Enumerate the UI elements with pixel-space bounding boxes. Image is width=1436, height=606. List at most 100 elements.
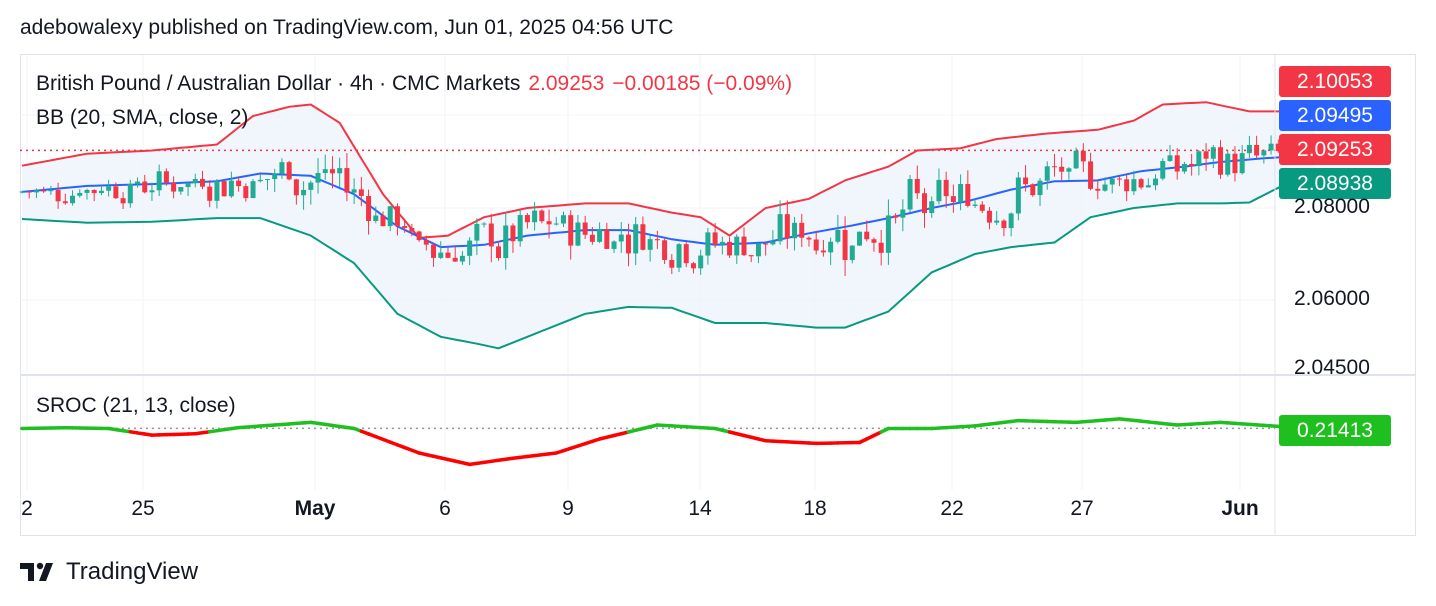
candle-body	[1131, 179, 1137, 192]
candle-body	[315, 172, 321, 183]
candle-body	[1218, 147, 1224, 175]
candle-body	[423, 240, 429, 245]
candle-body	[698, 255, 704, 269]
candle-body	[849, 245, 855, 261]
candle-body	[200, 179, 205, 187]
candle-body	[431, 244, 437, 258]
candle-body	[914, 178, 920, 194]
candle-body	[178, 187, 184, 192]
candle-body	[654, 239, 660, 241]
candle-body	[409, 227, 415, 232]
candle-body	[813, 239, 819, 251]
candle-body	[1102, 184, 1108, 191]
candle-body	[611, 241, 617, 249]
candle-body	[625, 234, 631, 254]
bb-middle-tag: 2.09495	[1279, 100, 1391, 131]
candle-body	[308, 182, 314, 190]
candle-body	[33, 190, 39, 193]
candle-body	[835, 229, 841, 242]
candle-body	[163, 171, 169, 183]
candle-body	[784, 214, 790, 239]
candle-body	[142, 181, 148, 193]
candle-body	[402, 226, 408, 228]
candle-body	[1160, 161, 1166, 179]
candle-body	[1275, 143, 1281, 152]
candle-body	[257, 179, 263, 182]
candle-body	[1261, 150, 1267, 156]
candle-body	[1008, 213, 1014, 229]
candle-body	[842, 229, 848, 261]
candle-body	[972, 204, 978, 206]
candle-body	[690, 263, 696, 269]
candle-body	[510, 225, 516, 242]
candle-body	[1181, 163, 1187, 172]
time-axis-label: 2	[21, 497, 33, 520]
candle-body	[1066, 168, 1072, 172]
candle-body	[553, 223, 559, 225]
candle-body	[488, 223, 494, 247]
candle-body	[1051, 166, 1057, 168]
candle-body	[1044, 166, 1050, 181]
candle-body	[929, 201, 935, 214]
candle-body	[467, 240, 473, 256]
candle-body	[135, 181, 141, 184]
candle-body	[358, 189, 364, 196]
candle-body	[561, 215, 566, 224]
legend-price: 2.09253	[528, 72, 605, 95]
candle-body	[19, 191, 25, 193]
bollinger-band-fill	[22, 102, 1315, 349]
candle-body	[640, 224, 646, 250]
candle-body	[705, 232, 711, 256]
candle-body	[582, 222, 588, 235]
candle-body	[329, 169, 335, 174]
candle-body	[98, 190, 104, 194]
bb-legend[interactable]: BB (20, SMA, close, 2)	[36, 106, 249, 129]
tradingview-footer[interactable]: TradingView	[20, 558, 198, 586]
bollinger-middle-line	[21, 155, 1315, 249]
candle-body	[943, 179, 949, 197]
time-axis-label: 14	[688, 497, 712, 520]
candle-body	[633, 224, 639, 254]
symbol-title[interactable]: British Pound / Australian Dollar · 4h ·…	[36, 72, 521, 95]
candlestick-series	[19, 135, 1317, 277]
candle-body	[907, 178, 913, 210]
publish-header: adebowalexy published on TradingView.com…	[20, 16, 674, 39]
candle-body	[755, 243, 761, 257]
sroc-legend[interactable]: SROC (21, 13, close)	[36, 394, 236, 417]
candle-body	[221, 181, 227, 197]
time-axis-label: 27	[1070, 497, 1094, 520]
candle-body	[1109, 178, 1115, 185]
candle-body	[264, 179, 270, 181]
candle-body	[669, 259, 675, 268]
candle-body	[322, 169, 328, 173]
candle-body	[1059, 166, 1065, 172]
candle-body	[597, 228, 603, 242]
candle-body	[445, 252, 451, 258]
candle-body	[459, 255, 465, 262]
candle-body	[127, 183, 133, 204]
candle-body	[344, 168, 350, 193]
candle-body	[857, 231, 863, 246]
price-axis-label: 2.08000	[1294, 195, 1370, 218]
candle-body	[1001, 220, 1007, 229]
candle-body	[958, 183, 964, 202]
candle-body	[301, 189, 307, 196]
candle-body	[885, 215, 891, 253]
time-axis-label: 22	[940, 497, 964, 520]
candle-body	[1023, 177, 1029, 185]
candle-body	[496, 246, 502, 259]
candle-body	[878, 242, 884, 253]
candle-body	[539, 210, 545, 222]
bollinger-lower-line	[21, 178, 1315, 350]
sroc-line	[20, 417, 1317, 467]
candle-body	[864, 231, 870, 240]
candle-body	[1153, 178, 1159, 186]
candle-body	[676, 244, 682, 268]
candle-body	[26, 191, 32, 193]
candle-body	[546, 221, 552, 225]
candle-body	[207, 186, 213, 201]
candle-body	[1167, 155, 1173, 162]
candle-body	[77, 192, 83, 196]
price-axis-label: 2.04500	[1294, 356, 1370, 379]
